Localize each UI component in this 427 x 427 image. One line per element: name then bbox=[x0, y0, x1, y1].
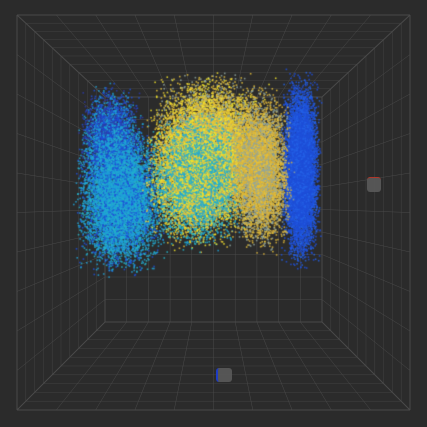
axis-handle-icon[interactable] bbox=[216, 368, 232, 382]
axis-handle-icon[interactable] bbox=[367, 177, 381, 192]
